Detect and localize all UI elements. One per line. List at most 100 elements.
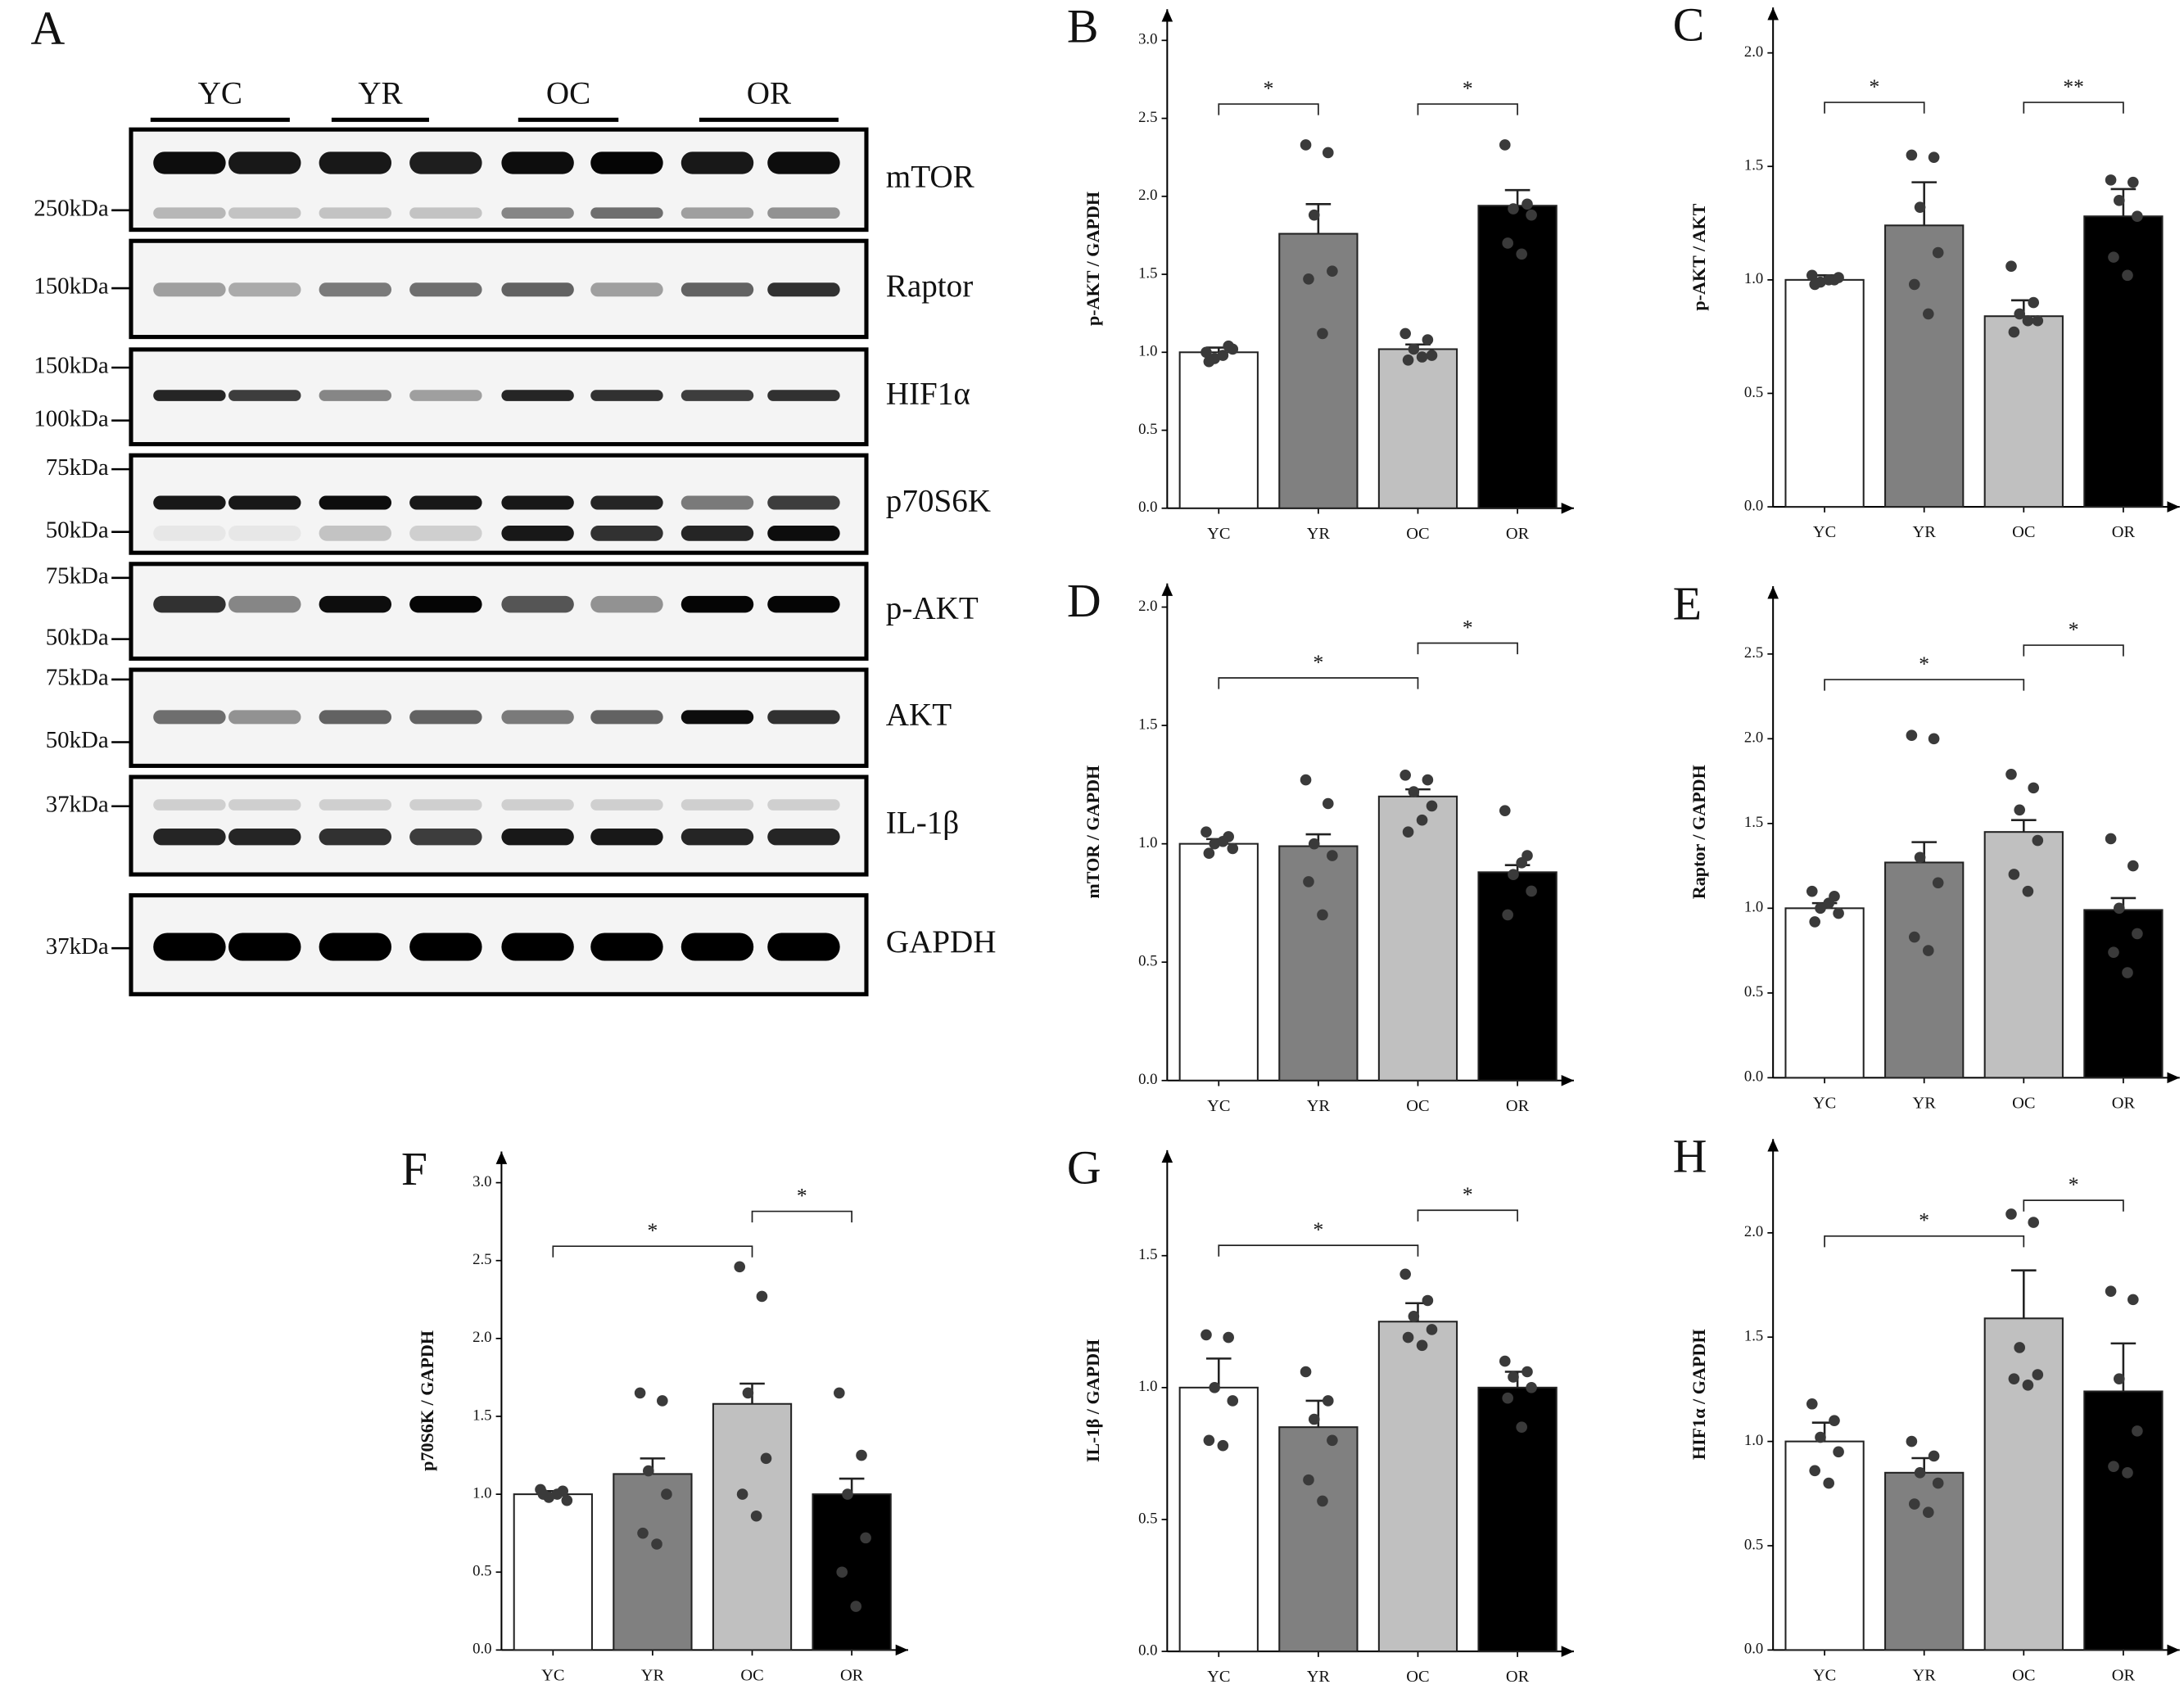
data-point [1317,909,1328,921]
y-tick-label: 0.0 [473,1641,491,1658]
blot-band [590,282,663,297]
blot-band [681,151,754,174]
x-axis-arrow [2167,501,2180,513]
blot-band [409,828,482,846]
blot-band [501,151,574,174]
x-tick-label: YC [1207,1097,1230,1115]
blot-band [767,710,840,725]
group-label: OR [747,75,792,111]
blot-band [590,595,663,613]
blot-band [681,595,754,613]
significance-label: * [797,1183,807,1207]
y-tick-label: 1.0 [473,1484,491,1502]
bar [1178,842,1259,1082]
y-axis-label: p-AKT / AKT [1689,203,1709,310]
data-point [2014,308,2025,320]
blot-band [409,151,482,174]
significance-label: * [1313,1217,1323,1241]
blot-band [501,526,574,541]
bar [1377,1321,1458,1653]
data-point [2132,928,2143,940]
data-point [1209,1382,1220,1393]
significance-bracket [1824,679,2025,691]
data-point [1806,269,1818,282]
blot-band [319,526,392,541]
data-point [1823,274,1834,286]
y-tick-label: 0.5 [473,1563,491,1580]
marker-label: 150kDa [34,353,109,379]
y-tick-label: 3.0 [1138,31,1157,48]
blot-band [228,710,301,725]
significance-bracket [2023,1199,2124,1212]
bar [1983,831,2064,1079]
y-tick-label: 0.0 [1744,1068,1763,1086]
blot-band [590,526,663,541]
panel-label: C [1673,0,1705,52]
data-point [1327,1434,1338,1447]
blot-band [681,710,754,725]
bar [1784,1440,1865,1651]
data-point [1422,1294,1434,1307]
y-tick-label: 0.5 [1138,1510,1157,1527]
bar [1983,315,2064,508]
data-point [2113,902,2125,914]
data-point [1399,1268,1411,1280]
significance-label: * [1919,1208,1929,1232]
data-point [2132,210,2143,223]
protein-label: Raptor [886,269,973,304]
bar [712,1402,793,1651]
data-point [736,1488,748,1500]
y-axis-arrow [1161,9,1173,22]
x-axis-arrow [2167,1072,2180,1084]
error-bar [1205,1357,1232,1388]
data-point [1833,1446,1844,1458]
y-tick-label: 2.0 [1138,187,1157,204]
data-point [1906,729,1918,741]
blot-band [319,828,392,846]
blot-band [501,828,574,846]
data-point [2005,769,2017,780]
data-point [1526,209,1537,221]
y-tick-label: 1.5 [1744,1328,1763,1345]
data-point [1416,351,1428,363]
data-point [2008,326,2020,338]
y-tick-label: 2.0 [1744,729,1763,747]
bar [1884,861,1965,1079]
data-point [1908,931,1920,943]
data-point [1308,209,1320,221]
blot-band [409,390,482,401]
error-bar [2010,819,2037,833]
marker-label: 150kDa [34,273,109,300]
data-point [634,1387,646,1399]
data-point [2005,260,2017,273]
blot-band [228,799,301,811]
data-point [756,1290,768,1303]
y-tick-label: 1.0 [1138,343,1157,360]
x-tick-label: YC [1207,1668,1230,1686]
data-point [1217,835,1229,847]
data-point [2008,1373,2020,1384]
error-bar [2010,1269,2037,1319]
x-tick-label: OC [740,1666,763,1684]
blot-band [228,595,301,613]
y-tick-label: 2.0 [1744,43,1763,61]
blot-band [319,933,392,961]
protein-label: p-AKT [886,591,979,626]
data-point [1806,885,1818,897]
x-tick-label: OR [1506,525,1530,543]
blot-band [501,595,574,613]
bar [1983,1317,2064,1651]
blot-band [590,495,663,510]
data-point [1508,869,1519,881]
blot-band [228,526,301,541]
data-point [2028,782,2040,794]
x-tick-label: YR [1913,1094,1937,1112]
x-axis-arrow [2167,1644,2180,1656]
y-axis-arrow [1161,583,1173,596]
blot-band [409,933,482,961]
blot-band [681,495,754,510]
blot-band [409,799,482,811]
bar [1377,348,1458,509]
blot-band [409,495,482,510]
bar [613,1473,693,1651]
